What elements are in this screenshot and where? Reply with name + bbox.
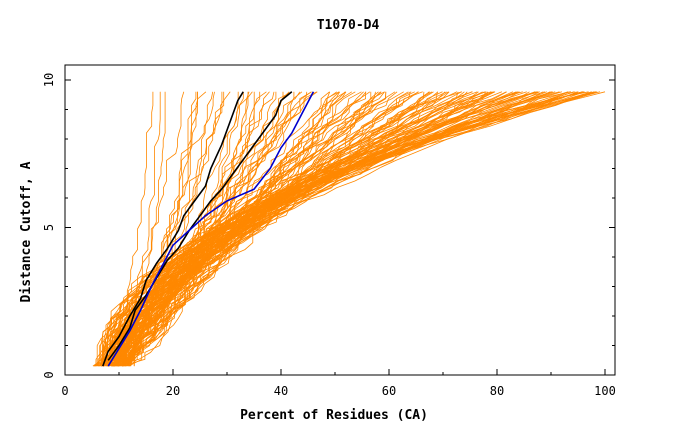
model-curve xyxy=(96,91,601,367)
x-tick-label: 100 xyxy=(594,384,616,398)
model-curve xyxy=(107,91,301,367)
highlight-series-line xyxy=(107,91,293,361)
y-tick-label: 5 xyxy=(42,224,56,231)
x-tick-label: 20 xyxy=(166,384,180,398)
plot-frame xyxy=(64,64,616,376)
x-tick-label: 0 xyxy=(61,384,68,398)
y-tick-label: 0 xyxy=(42,371,56,378)
x-tick-label: 60 xyxy=(382,384,396,398)
highlight-model-lines xyxy=(102,91,315,367)
model-curve xyxy=(101,91,185,367)
model-curve xyxy=(92,91,596,367)
model-curve xyxy=(128,91,409,367)
x-axis-label: Percent of Residues (CA) xyxy=(240,408,428,423)
y-tick-label: 10 xyxy=(42,73,56,87)
model-curve xyxy=(100,91,496,367)
x-tick-label: 40 xyxy=(274,384,288,398)
x-tick-label: 80 xyxy=(490,384,504,398)
chart-title: T1070-D4 xyxy=(317,18,380,33)
axis-ticks: 0 20 40 60 80 100 0 5 10 xyxy=(42,73,616,398)
highlight-series-line xyxy=(102,91,244,367)
y-axis-label: Distance Cutoff, A xyxy=(19,161,34,302)
highlight-series-line xyxy=(107,91,315,367)
background-model-lines xyxy=(92,91,606,367)
model-curve xyxy=(123,91,387,367)
model-curve xyxy=(110,91,578,367)
